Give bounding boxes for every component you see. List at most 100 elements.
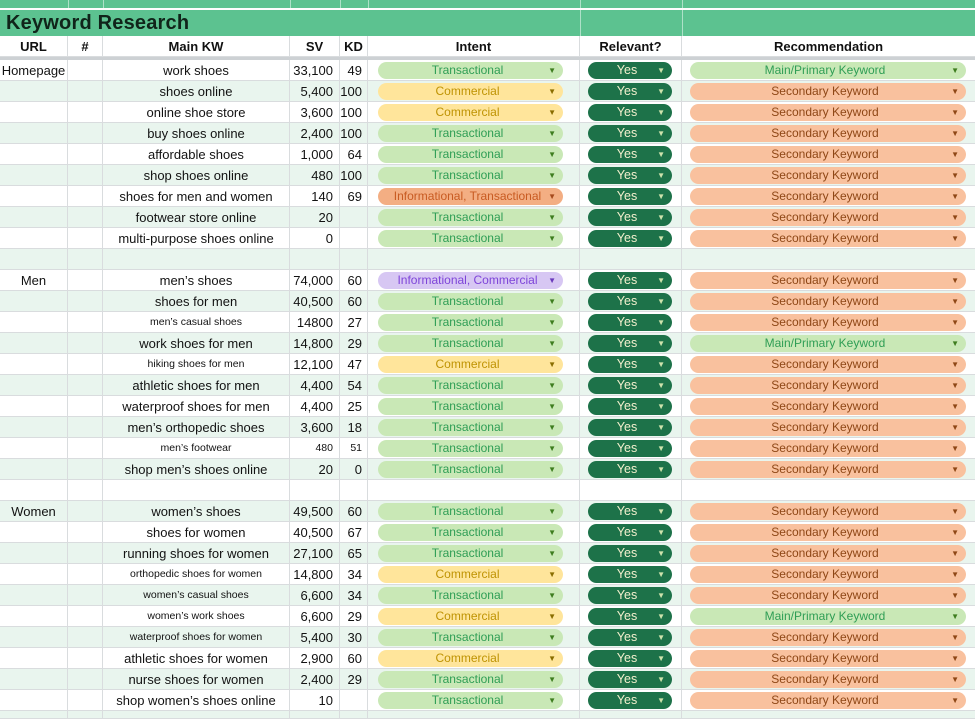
recommendation-dropdown[interactable]: Secondary Keyword ▼: [690, 565, 966, 583]
number-cell[interactable]: [68, 606, 103, 627]
intent-cell[interactable]: Transactional ▼: [368, 60, 580, 81]
kd-cell[interactable]: 0: [340, 459, 368, 480]
keyword-cell[interactable]: [103, 249, 290, 270]
number-cell[interactable]: [68, 60, 103, 81]
intent-cell[interactable]: Transactional ▼: [368, 396, 580, 417]
recommendation-cell[interactable]: Secondary Keyword ▼: [682, 228, 975, 249]
intent-dropdown[interactable]: Transactional ▼: [378, 628, 563, 646]
keyword-cell[interactable]: work shoes: [103, 60, 290, 81]
number-cell[interactable]: [68, 396, 103, 417]
relevant-cell[interactable]: Yes ▼: [580, 165, 682, 186]
sv-cell[interactable]: 40,500: [290, 522, 340, 543]
number-cell[interactable]: [68, 165, 103, 186]
recommendation-dropdown[interactable]: Secondary Keyword ▼: [690, 145, 966, 163]
sv-cell[interactable]: 10: [290, 690, 340, 711]
keyword-cell[interactable]: [103, 480, 290, 501]
intent-dropdown[interactable]: Transactional ▼: [378, 145, 563, 163]
url-cell[interactable]: [0, 438, 68, 459]
kd-cell[interactable]: 60: [340, 501, 368, 522]
intent-cell[interactable]: Transactional ▼: [368, 144, 580, 165]
kd-cell[interactable]: 60: [340, 291, 368, 312]
sv-cell[interactable]: 40,500: [290, 291, 340, 312]
sv-cell[interactable]: 14,800: [290, 564, 340, 585]
intent-dropdown[interactable]: Transactional ▼: [378, 502, 563, 520]
recommendation-cell[interactable]: Secondary Keyword ▼: [682, 396, 975, 417]
keyword-cell[interactable]: shoes for men and women: [103, 186, 290, 207]
header-sv[interactable]: SV: [290, 36, 340, 57]
number-cell[interactable]: [68, 501, 103, 522]
intent-cell[interactable]: Commercial ▼: [368, 354, 580, 375]
sv-cell[interactable]: [290, 249, 340, 270]
sv-cell[interactable]: 33,100: [290, 60, 340, 81]
intent-dropdown[interactable]: Transactional ▼: [378, 166, 563, 184]
relevant-cell[interactable]: Yes ▼: [580, 648, 682, 669]
recommendation-dropdown[interactable]: Secondary Keyword ▼: [690, 586, 966, 604]
relevant-dropdown[interactable]: Yes ▼: [588, 460, 672, 478]
recommendation-dropdown[interactable]: Secondary Keyword ▼: [690, 460, 966, 478]
intent-dropdown[interactable]: Transactional ▼: [378, 439, 563, 457]
url-cell[interactable]: [0, 564, 68, 585]
number-cell[interactable]: [68, 186, 103, 207]
intent-cell[interactable]: Commercial ▼: [368, 564, 580, 585]
relevant-dropdown[interactable]: Yes ▼: [588, 355, 672, 373]
recommendation-cell[interactable]: Secondary Keyword ▼: [682, 123, 975, 144]
url-cell[interactable]: [0, 291, 68, 312]
keyword-cell[interactable]: men’s orthopedic shoes: [103, 417, 290, 438]
kd-cell[interactable]: 34: [340, 564, 368, 585]
header-relevant[interactable]: Relevant?: [580, 36, 682, 57]
intent-cell[interactable]: Transactional ▼: [368, 459, 580, 480]
sv-cell[interactable]: 2,900: [290, 648, 340, 669]
intent-cell[interactable]: Transactional ▼: [368, 375, 580, 396]
kd-cell[interactable]: [340, 711, 368, 719]
number-cell[interactable]: [68, 627, 103, 648]
number-cell[interactable]: [68, 354, 103, 375]
url-cell[interactable]: [0, 396, 68, 417]
recommendation-dropdown[interactable]: Secondary Keyword ▼: [690, 271, 966, 289]
keyword-cell[interactable]: nurse shoes for women: [103, 669, 290, 690]
keyword-cell[interactable]: shop women’s shoes online: [103, 690, 290, 711]
recommendation-dropdown[interactable]: Secondary Keyword ▼: [690, 187, 966, 205]
relevant-dropdown[interactable]: Yes ▼: [588, 187, 672, 205]
intent-dropdown[interactable]: Transactional ▼: [378, 586, 563, 604]
sv-cell[interactable]: 5,400: [290, 627, 340, 648]
relevant-dropdown[interactable]: Yes ▼: [588, 502, 672, 520]
relevant-cell[interactable]: [580, 249, 682, 270]
number-cell[interactable]: [68, 144, 103, 165]
url-cell[interactable]: [0, 543, 68, 564]
kd-cell[interactable]: 30: [340, 627, 368, 648]
sv-cell[interactable]: [290, 480, 340, 501]
recommendation-dropdown[interactable]: Main/Primary Keyword ▼: [690, 607, 966, 625]
recommendation-cell[interactable]: Secondary Keyword ▼: [682, 522, 975, 543]
recommendation-dropdown[interactable]: Secondary Keyword ▼: [690, 418, 966, 436]
keyword-cell[interactable]: multi-purpose shoes online: [103, 228, 290, 249]
url-cell[interactable]: [0, 417, 68, 438]
url-cell[interactable]: [0, 606, 68, 627]
keyword-cell[interactable]: shoes for men: [103, 291, 290, 312]
relevant-cell[interactable]: [580, 480, 682, 501]
intent-dropdown[interactable]: Informational, Commercial ▼: [378, 271, 563, 289]
relevant-cell[interactable]: Yes ▼: [580, 312, 682, 333]
intent-cell[interactable]: Informational, Commercial ▼: [368, 270, 580, 291]
relevant-dropdown[interactable]: Yes ▼: [588, 565, 672, 583]
sv-cell[interactable]: 3,600: [290, 102, 340, 123]
relevant-dropdown[interactable]: Yes ▼: [588, 439, 672, 457]
keyword-cell[interactable]: women’s casual shoes: [103, 585, 290, 606]
sv-cell[interactable]: 0: [290, 228, 340, 249]
kd-cell[interactable]: 29: [340, 333, 368, 354]
keyword-cell[interactable]: women’s shoes: [103, 501, 290, 522]
recommendation-dropdown[interactable]: Main/Primary Keyword ▼: [690, 61, 966, 79]
sv-cell[interactable]: 12,100: [290, 354, 340, 375]
kd-cell[interactable]: 18: [340, 417, 368, 438]
relevant-dropdown[interactable]: Yes ▼: [588, 292, 672, 310]
kd-cell[interactable]: 100: [340, 123, 368, 144]
number-cell[interactable]: [68, 585, 103, 606]
relevant-dropdown[interactable]: Yes ▼: [588, 649, 672, 667]
header-recommendation[interactable]: Recommendation: [682, 36, 975, 57]
sv-cell[interactable]: 3,600: [290, 417, 340, 438]
recommendation-cell[interactable]: Secondary Keyword ▼: [682, 627, 975, 648]
recommendation-dropdown[interactable]: Secondary Keyword ▼: [690, 313, 966, 331]
sv-cell[interactable]: 480: [290, 165, 340, 186]
header-number[interactable]: #: [68, 36, 103, 57]
intent-dropdown[interactable]: Commercial ▼: [378, 82, 563, 100]
number-cell[interactable]: [68, 249, 103, 270]
